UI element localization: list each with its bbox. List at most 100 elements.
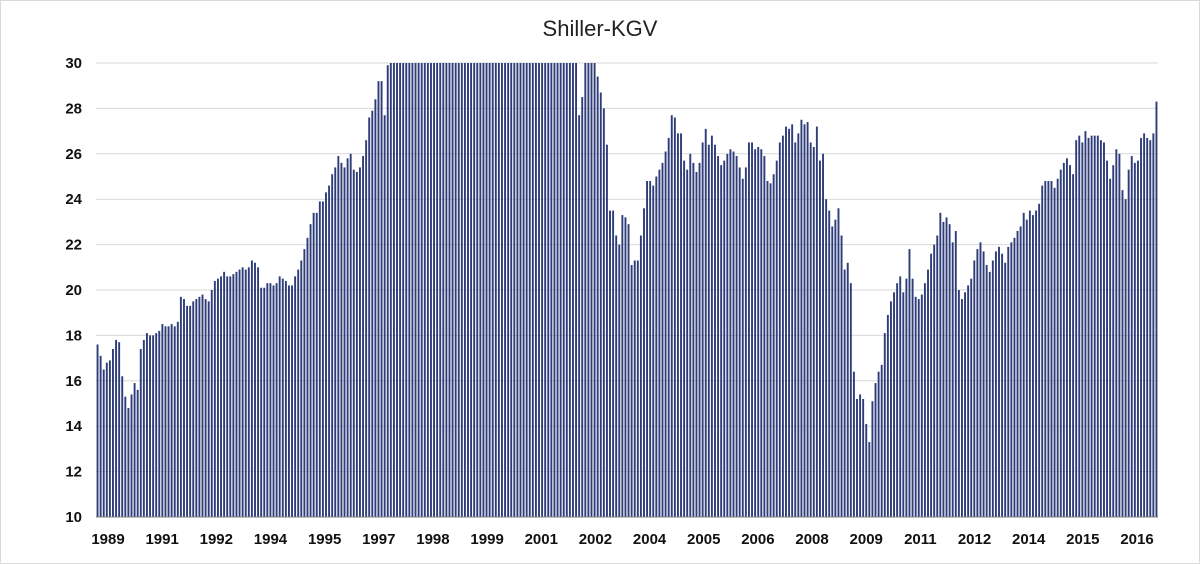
- bar: [831, 226, 834, 517]
- bar: [448, 63, 451, 517]
- bar: [673, 117, 676, 517]
- bar: [899, 276, 902, 517]
- bar: [612, 210, 615, 518]
- x-tick-label: 2014: [1012, 531, 1046, 548]
- bar: [402, 63, 405, 517]
- bar: [1069, 165, 1071, 517]
- bar: [636, 260, 639, 517]
- bar: [494, 63, 497, 517]
- bar: [145, 333, 148, 517]
- bar: [479, 63, 482, 517]
- bar: [1007, 246, 1010, 517]
- bar: [96, 344, 99, 517]
- bar: [633, 260, 636, 517]
- bar: [1025, 219, 1028, 517]
- bar: [778, 142, 781, 517]
- bar: [220, 276, 222, 517]
- bar: [362, 156, 364, 517]
- x-tick-label: 2002: [579, 531, 612, 548]
- bar: [442, 63, 445, 517]
- bar: [254, 262, 256, 517]
- bar: [417, 63, 420, 517]
- bar: [1127, 169, 1130, 517]
- x-tick-label: 1995: [308, 531, 341, 548]
- bar: [130, 394, 133, 517]
- bar: [1136, 160, 1139, 518]
- bar: [281, 278, 284, 517]
- bar: [355, 171, 358, 517]
- bar: [112, 349, 114, 517]
- x-tick-label: 1997: [362, 531, 395, 548]
- bar: [991, 260, 994, 517]
- bar: [198, 296, 201, 517]
- bar: [973, 260, 976, 517]
- bar: [405, 63, 408, 517]
- bar: [1149, 140, 1152, 517]
- bar: [794, 142, 797, 517]
- bar: [287, 285, 290, 517]
- bar: [865, 423, 868, 517]
- bar: [1078, 135, 1081, 517]
- bar: [392, 63, 395, 517]
- bar: [315, 212, 318, 517]
- bar: [118, 342, 121, 517]
- bar: [976, 249, 979, 517]
- bar: [359, 167, 361, 518]
- bar: [525, 63, 528, 517]
- bar: [840, 235, 843, 517]
- bar: [1121, 190, 1124, 517]
- bar: [562, 63, 565, 517]
- bar: [497, 63, 500, 517]
- bar: [556, 63, 559, 517]
- bar: [581, 97, 584, 518]
- bar: [266, 283, 269, 517]
- bar: [676, 133, 679, 517]
- bar: [951, 242, 954, 517]
- bar: [127, 408, 130, 517]
- bar: [732, 151, 735, 517]
- bar: [967, 285, 970, 517]
- bar: [278, 276, 281, 517]
- bar: [1072, 174, 1075, 518]
- bar: [874, 383, 877, 517]
- bar: [470, 63, 473, 517]
- bar: [377, 81, 380, 517]
- bar: [473, 63, 476, 517]
- bar: [204, 299, 207, 517]
- bar: [544, 63, 547, 517]
- bar: [572, 63, 574, 517]
- bar: [1140, 137, 1142, 517]
- bar: [596, 76, 599, 518]
- bar: [170, 324, 173, 517]
- bar: [454, 63, 457, 517]
- bar: [825, 199, 828, 517]
- bar: [349, 153, 352, 518]
- bar: [609, 210, 611, 518]
- bar: [325, 192, 327, 517]
- bar: [1096, 135, 1099, 517]
- bar: [426, 63, 429, 517]
- bar: [1099, 140, 1102, 517]
- bar: [1130, 156, 1133, 517]
- bar: [757, 146, 760, 518]
- bar: [587, 63, 590, 517]
- bar: [186, 305, 189, 517]
- bar: [781, 135, 784, 517]
- bar: [809, 142, 812, 517]
- x-tick-label: 1991: [145, 531, 178, 548]
- bar: [257, 267, 260, 517]
- x-tick-label: 1999: [470, 531, 503, 548]
- bar: [788, 128, 791, 517]
- bar: [652, 185, 655, 517]
- x-tick-label: 2011: [904, 531, 937, 548]
- bar: [618, 244, 621, 517]
- bar: [886, 314, 889, 517]
- bar: [334, 167, 337, 518]
- bar: [868, 442, 871, 517]
- bar: [939, 212, 942, 517]
- bar: [578, 115, 581, 518]
- bar: [815, 126, 818, 517]
- bar: [970, 278, 973, 517]
- bar: [337, 156, 340, 517]
- bar: [445, 63, 448, 517]
